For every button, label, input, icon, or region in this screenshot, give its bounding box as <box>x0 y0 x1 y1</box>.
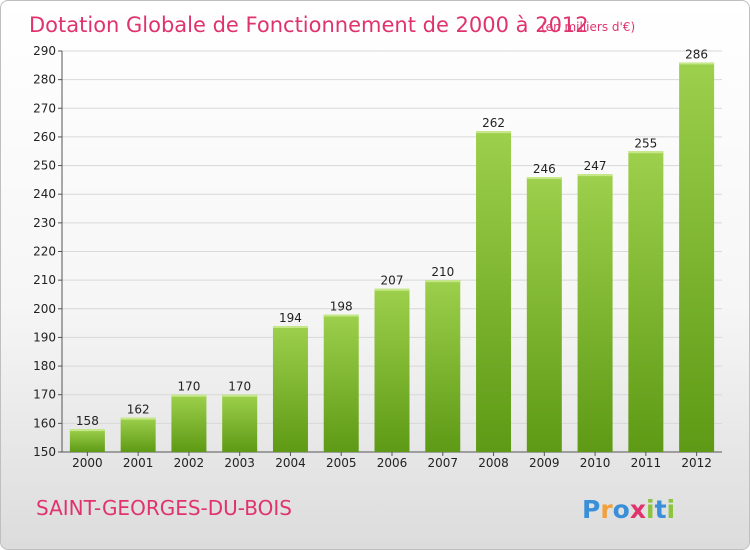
y-tick-label: 280 <box>33 73 56 87</box>
logo-letter: x <box>630 495 646 524</box>
y-tick-label: 180 <box>33 359 56 373</box>
x-tick-label-2001: 2001 <box>123 456 154 470</box>
x-tick-label-2003: 2003 <box>224 456 255 470</box>
y-tick-label: 240 <box>33 187 56 201</box>
bar-2006 <box>374 288 410 452</box>
y-tick-label: 290 <box>33 44 56 58</box>
value-label-2005: 198 <box>330 300 353 314</box>
bar-highlight <box>628 151 664 154</box>
value-label-2012: 286 <box>685 47 708 61</box>
value-label-2001: 162 <box>127 403 150 417</box>
value-label-2004: 194 <box>279 311 302 325</box>
x-tick-label-2012: 2012 <box>681 456 712 470</box>
y-tick-label: 170 <box>33 388 56 402</box>
bar-2009 <box>526 177 562 452</box>
axis-layer: 150 160 170 180 190 200 210 220 230 240 250 260 270 2… <box>33 44 722 470</box>
bar-layer <box>69 62 715 452</box>
logo-letter: i <box>646 495 655 524</box>
x-tick-label-2004: 2004 <box>275 456 306 470</box>
logo-letter: r <box>600 495 613 524</box>
proxiti-logo: Proxiti <box>582 495 675 524</box>
bar-2000 <box>69 429 105 452</box>
x-tick-label-2006: 2006 <box>377 456 408 470</box>
y-tick-label: 220 <box>33 245 56 259</box>
x-tick-label-2002: 2002 <box>174 456 205 470</box>
x-tick-label-2007: 2007 <box>427 456 458 470</box>
chart-title: Dotation Globale de Fonctionnement de 20… <box>29 13 589 37</box>
logo-letter: o <box>613 495 630 524</box>
bar-highlight <box>69 429 105 432</box>
x-tick-label-2000: 2000 <box>72 456 103 470</box>
value-label-2008: 262 <box>482 116 505 130</box>
value-label-2006: 207 <box>381 274 404 288</box>
bar-highlight <box>222 394 258 397</box>
value-label-2009: 246 <box>533 162 556 176</box>
y-tick-label: 190 <box>33 330 56 344</box>
bar-highlight <box>374 288 410 291</box>
bar-2001 <box>120 417 156 452</box>
bar-highlight <box>272 325 308 328</box>
y-tick-label: 200 <box>33 302 56 316</box>
bar-2002 <box>171 394 207 452</box>
logo-letter: P <box>582 495 600 524</box>
bar-highlight <box>323 314 359 317</box>
bar-2004 <box>272 325 308 452</box>
bar-2011 <box>628 151 664 452</box>
bar-highlight <box>120 417 156 420</box>
commune-name: SAINT-GEORGES-DU-BOIS <box>36 496 292 520</box>
x-tick-label-2011: 2011 <box>631 456 662 470</box>
y-tick-label: 230 <box>33 216 56 230</box>
value-label-2010: 247 <box>584 159 607 173</box>
x-tick-label-2008: 2008 <box>478 456 509 470</box>
chart-subtitle: (en milliers d'€) <box>541 20 635 34</box>
bar-highlight <box>526 177 562 180</box>
bar-highlight <box>577 174 613 177</box>
x-tick-label-2005: 2005 <box>326 456 357 470</box>
value-label-2011: 255 <box>634 136 657 150</box>
value-label-2000: 158 <box>76 414 99 428</box>
bar-2005 <box>323 314 359 452</box>
bar-2012 <box>679 62 715 452</box>
bar-2010 <box>577 174 613 452</box>
logo-letter: t <box>655 495 667 524</box>
bar-2003 <box>222 394 258 452</box>
y-tick-label: 250 <box>33 159 56 173</box>
value-label-2007: 210 <box>431 265 454 279</box>
y-tick-label: 270 <box>33 101 56 115</box>
bar-2008 <box>476 131 512 452</box>
y-tick-label: 260 <box>33 130 56 144</box>
y-tick-label: 210 <box>33 273 56 287</box>
bar-highlight <box>171 394 207 397</box>
value-label-2002: 170 <box>177 380 200 394</box>
bar-2007 <box>425 280 461 452</box>
logo-letter: i <box>667 495 676 524</box>
y-tick-label: 150 <box>33 445 56 459</box>
bar-highlight <box>425 280 461 283</box>
bar-highlight <box>679 62 715 65</box>
value-label-layer: 158 162 170 170 194 198 207 210 262 246 247 255 286 <box>76 47 708 428</box>
bar-highlight <box>476 131 512 134</box>
value-label-2003: 170 <box>228 380 251 394</box>
x-tick-label-2009: 2009 <box>529 456 560 470</box>
x-tick-label-2010: 2010 <box>580 456 611 470</box>
y-tick-label: 160 <box>33 416 56 430</box>
